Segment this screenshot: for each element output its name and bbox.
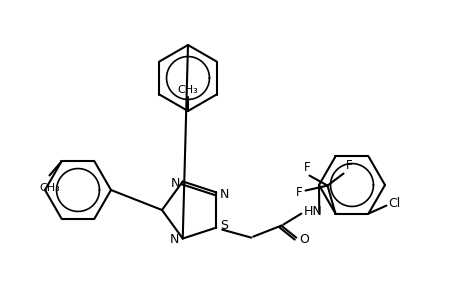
Text: HN: HN	[302, 205, 321, 218]
Text: F: F	[303, 160, 310, 174]
Text: N: N	[170, 177, 179, 190]
Text: CH₃: CH₃	[177, 85, 198, 95]
Text: O: O	[299, 233, 308, 246]
Text: F: F	[295, 186, 302, 199]
Text: Cl: Cl	[388, 197, 400, 210]
Text: F: F	[345, 159, 351, 172]
Text: N: N	[169, 233, 179, 246]
Text: N: N	[219, 188, 228, 201]
Text: S: S	[220, 219, 228, 232]
Text: CH₃: CH₃	[39, 183, 60, 194]
